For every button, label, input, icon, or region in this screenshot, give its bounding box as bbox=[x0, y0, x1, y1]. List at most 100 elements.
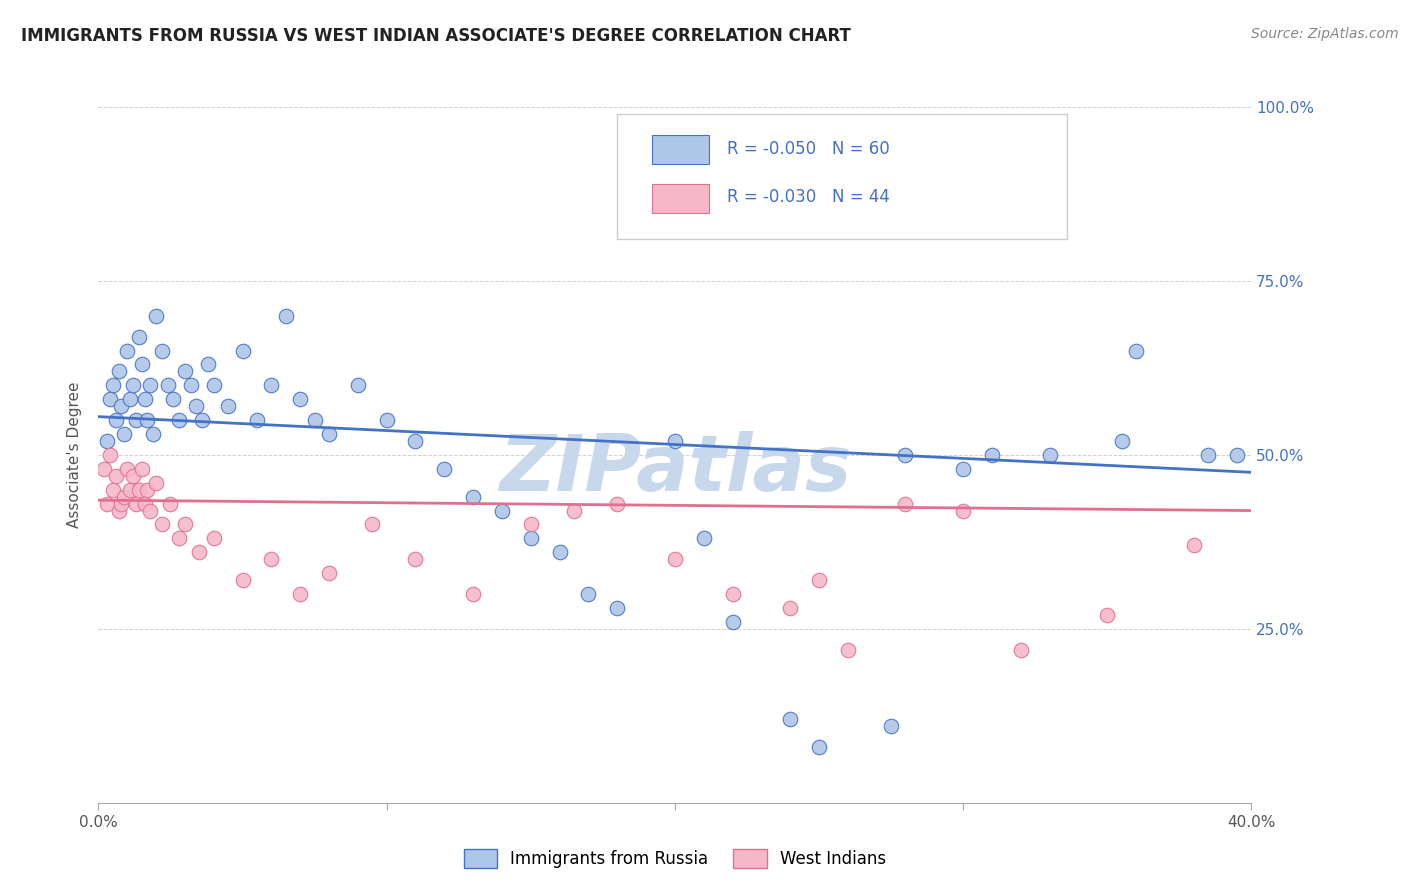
Point bbox=[202, 378, 225, 392]
Point bbox=[894, 497, 917, 511]
Point bbox=[150, 517, 173, 532]
Point bbox=[260, 378, 283, 392]
Point bbox=[188, 545, 211, 559]
Text: IMMIGRANTS FROM RUSSIA VS WEST INDIAN ASSOCIATE'S DEGREE CORRELATION CHART: IMMIGRANTS FROM RUSSIA VS WEST INDIAN AS… bbox=[21, 27, 851, 45]
Legend: Immigrants from Russia, West Indians: Immigrants from Russia, West Indians bbox=[457, 842, 893, 875]
Point bbox=[191, 413, 214, 427]
Point bbox=[104, 413, 127, 427]
Point bbox=[606, 601, 628, 615]
Point bbox=[110, 497, 132, 511]
Point bbox=[880, 719, 903, 733]
Point bbox=[134, 392, 156, 407]
Point bbox=[120, 392, 142, 407]
Point bbox=[125, 413, 148, 427]
Point bbox=[197, 358, 219, 372]
Point bbox=[93, 462, 115, 476]
Point bbox=[894, 448, 917, 462]
Point bbox=[807, 573, 830, 587]
Point bbox=[837, 642, 859, 657]
Point bbox=[664, 552, 686, 566]
Bar bbox=[652, 135, 710, 164]
Point bbox=[952, 462, 974, 476]
Point bbox=[128, 329, 150, 343]
Point bbox=[128, 483, 150, 497]
Point bbox=[167, 413, 190, 427]
Point bbox=[150, 343, 173, 358]
Point bbox=[952, 503, 974, 517]
Point bbox=[96, 497, 118, 511]
Point bbox=[520, 517, 543, 532]
Point bbox=[346, 378, 368, 392]
Point bbox=[290, 392, 312, 407]
Point bbox=[110, 399, 132, 413]
Point bbox=[202, 532, 225, 546]
Point bbox=[167, 532, 190, 546]
Text: R = -0.050   N = 60: R = -0.050 N = 60 bbox=[727, 140, 890, 158]
Point bbox=[231, 343, 254, 358]
Point bbox=[142, 427, 165, 442]
Point bbox=[246, 413, 269, 427]
Text: ZIPatlas: ZIPatlas bbox=[499, 431, 851, 507]
Point bbox=[156, 378, 179, 392]
Point bbox=[779, 712, 801, 726]
Point bbox=[122, 468, 145, 483]
Y-axis label: Associate's Degree: Associate's Degree bbox=[67, 382, 83, 528]
Point bbox=[548, 545, 571, 559]
Point bbox=[1125, 343, 1147, 358]
Text: Source: ZipAtlas.com: Source: ZipAtlas.com bbox=[1251, 27, 1399, 41]
Point bbox=[807, 740, 830, 755]
Point bbox=[576, 587, 599, 601]
Point bbox=[375, 413, 398, 427]
Point bbox=[405, 434, 427, 448]
Point bbox=[122, 378, 145, 392]
Point bbox=[112, 490, 135, 504]
Point bbox=[180, 378, 202, 392]
Point bbox=[120, 483, 142, 497]
Point bbox=[112, 427, 135, 442]
Point bbox=[101, 483, 124, 497]
Point bbox=[1182, 538, 1205, 552]
Point bbox=[104, 468, 127, 483]
FancyBboxPatch shape bbox=[617, 114, 1067, 239]
Point bbox=[318, 566, 340, 581]
Point bbox=[217, 399, 239, 413]
Point bbox=[101, 378, 124, 392]
Point bbox=[721, 615, 744, 629]
Point bbox=[131, 358, 153, 372]
Point bbox=[361, 517, 384, 532]
Point bbox=[117, 462, 139, 476]
Point bbox=[461, 490, 484, 504]
Point bbox=[125, 497, 148, 511]
Point bbox=[107, 503, 129, 517]
Point bbox=[131, 462, 153, 476]
Point bbox=[693, 532, 716, 546]
Point bbox=[136, 483, 159, 497]
Point bbox=[274, 309, 297, 323]
Point bbox=[139, 378, 162, 392]
Point bbox=[145, 475, 167, 490]
Point bbox=[1226, 448, 1249, 462]
Point bbox=[139, 503, 162, 517]
Point bbox=[606, 497, 628, 511]
Point bbox=[1197, 448, 1219, 462]
Point bbox=[405, 552, 427, 566]
Point bbox=[1038, 448, 1062, 462]
Point bbox=[117, 343, 139, 358]
Point bbox=[174, 517, 197, 532]
Point bbox=[562, 503, 585, 517]
Point bbox=[96, 434, 118, 448]
Point bbox=[721, 587, 744, 601]
Point bbox=[491, 503, 513, 517]
Point bbox=[159, 497, 181, 511]
Point bbox=[145, 309, 167, 323]
Point bbox=[520, 532, 543, 546]
Point bbox=[304, 413, 326, 427]
Point bbox=[134, 497, 156, 511]
Point bbox=[1010, 642, 1032, 657]
Point bbox=[290, 587, 312, 601]
Point bbox=[174, 364, 197, 378]
Point bbox=[260, 552, 283, 566]
Text: R = -0.030   N = 44: R = -0.030 N = 44 bbox=[727, 188, 890, 206]
Point bbox=[318, 427, 340, 442]
Point bbox=[664, 434, 686, 448]
